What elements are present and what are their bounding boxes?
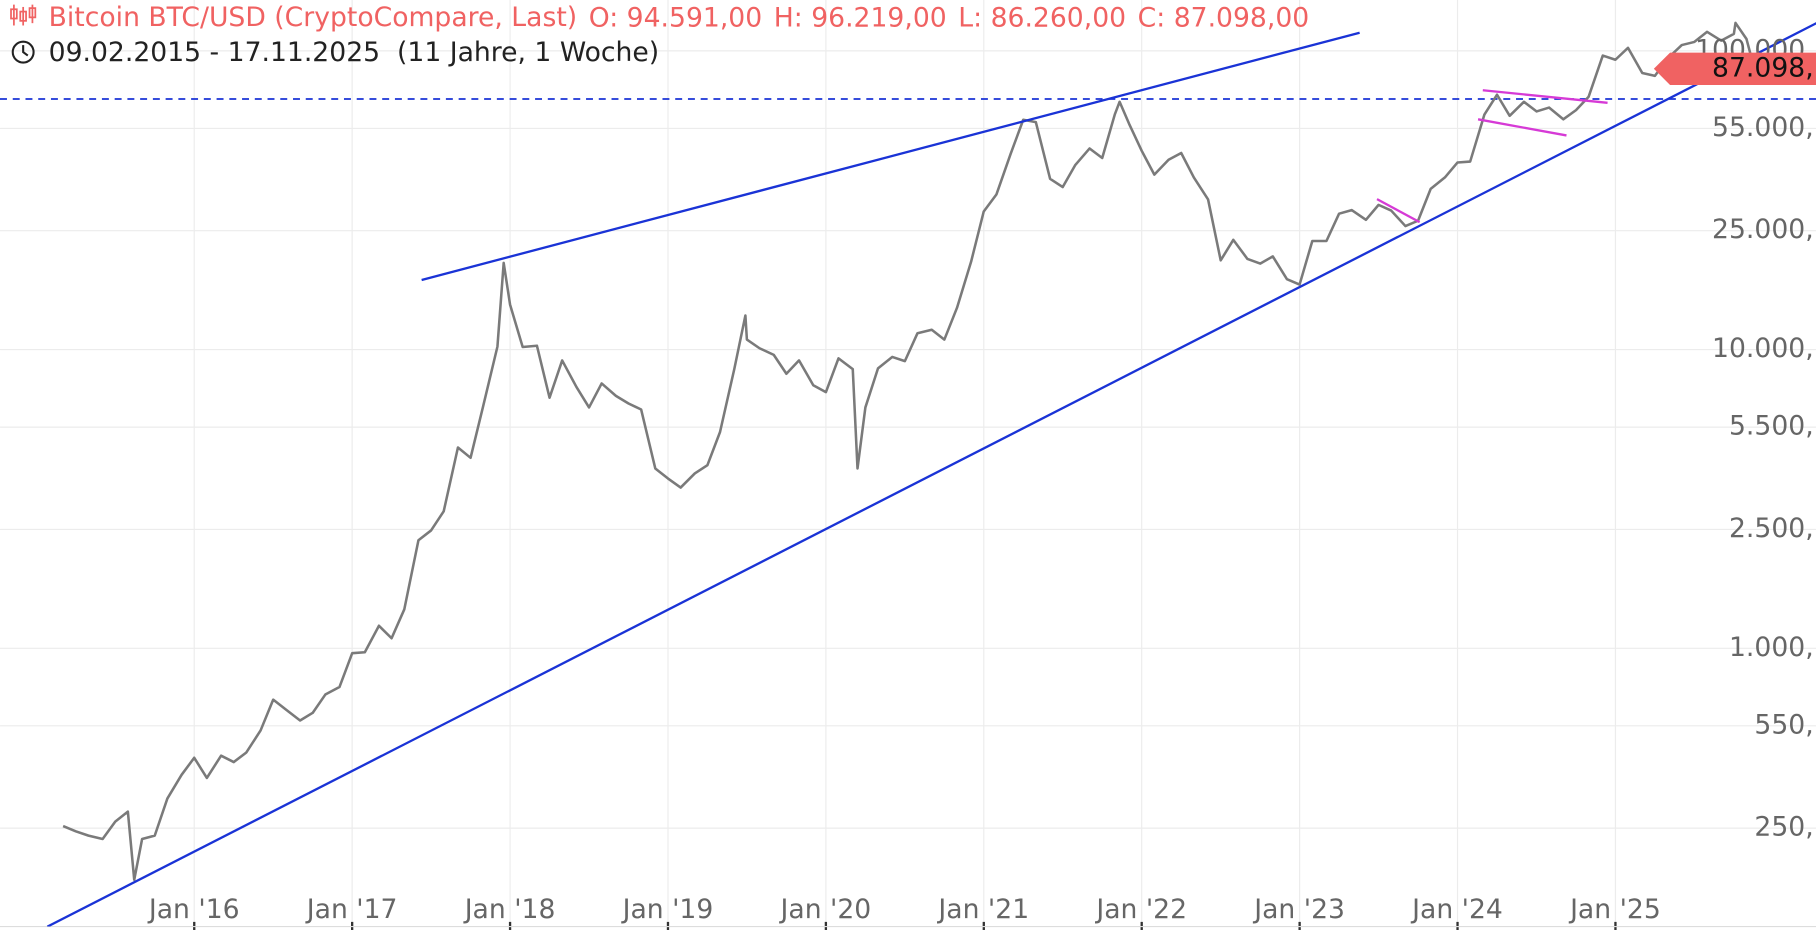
period: 09.02.2015 - 17.11.2025 (11 Jahre, 1 Woc… bbox=[49, 37, 660, 68]
x-tick-label: Jan '18 bbox=[463, 894, 556, 925]
x-tick-label: Jan '20 bbox=[779, 894, 872, 925]
y-tick-label: 250, bbox=[1754, 812, 1813, 843]
trend-line bbox=[1477, 118, 1567, 137]
y-tick-label: 2.500, bbox=[1729, 513, 1814, 544]
x-tick-label: Jan '24 bbox=[1410, 894, 1503, 925]
y-tick-label: 5.500, bbox=[1729, 411, 1814, 442]
trend-line bbox=[46, 22, 1816, 927]
ohlc-value: C: 87.098,00 bbox=[1138, 2, 1310, 33]
candle-icon bbox=[10, 4, 37, 26]
y-tick-label: 55.000, bbox=[1712, 112, 1814, 143]
labels: 250, 550, 1.000, 2.500, 5.500, 10.000, 25.000,… bbox=[147, 34, 1816, 925]
y-tick-label: 10.000, bbox=[1712, 333, 1814, 364]
trend-line bbox=[421, 31, 1360, 282]
x-tick-label: Jan '21 bbox=[936, 894, 1029, 925]
y-tick-label: 1.000, bbox=[1729, 632, 1814, 663]
y-tick-label: 550, bbox=[1754, 709, 1813, 740]
ohlc-value: O: 94.591,00 bbox=[589, 2, 762, 33]
trend-line bbox=[1376, 198, 1421, 224]
x-tick-label: Jan '25 bbox=[1568, 894, 1661, 925]
y-tick-label: 25.000, bbox=[1712, 214, 1814, 245]
x-tick-label: Jan '23 bbox=[1252, 894, 1345, 925]
x-tick-label: Jan '19 bbox=[621, 894, 714, 925]
ohlc-value: L: 86.260,00 bbox=[958, 2, 1126, 33]
last-price-label: 87.098, bbox=[1712, 52, 1814, 83]
chart-title: Bitcoin BTC/USD (CryptoCompare, Last) bbox=[49, 2, 578, 33]
clock-icon bbox=[11, 40, 35, 64]
ohlc-value: H: 96.219,00 bbox=[774, 2, 947, 33]
trend-line bbox=[1482, 89, 1608, 104]
x-tick-label: Jan '16 bbox=[147, 894, 240, 925]
x-tick-label: Jan '17 bbox=[305, 894, 398, 925]
last-price-tag bbox=[1653, 52, 1816, 85]
x-tick-label: Jan '22 bbox=[1094, 894, 1187, 925]
price-line bbox=[62, 21, 1756, 882]
ohlc-row: O: 94.591,00 H: 96.219,00 L: 86.260,00 C: 8… bbox=[589, 2, 1309, 33]
